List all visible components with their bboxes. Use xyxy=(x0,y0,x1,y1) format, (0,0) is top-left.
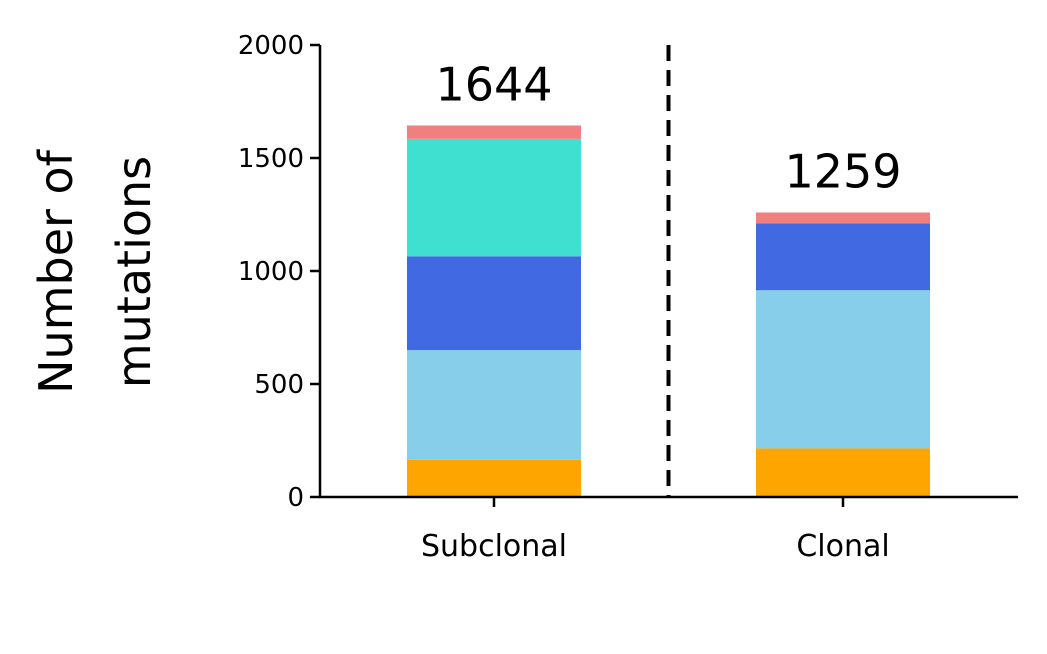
bar-segment-subclonal-2 xyxy=(407,256,581,351)
y-tick-label: 1000 xyxy=(238,257,304,287)
y-axis-title-line-2: mutations xyxy=(107,156,161,388)
y-tick-label: 2000 xyxy=(238,31,304,61)
bar-segment-clonal-4 xyxy=(756,212,930,224)
bar-segment-subclonal-3 xyxy=(407,138,581,257)
bar-segment-clonal-2 xyxy=(756,223,930,291)
y-axis-title-line-1: Number of xyxy=(29,148,83,394)
bar-segment-subclonal-4 xyxy=(407,125,581,139)
x-axis-ticks: Subclonal Clonal xyxy=(421,497,890,564)
bar-segment-subclonal-0 xyxy=(407,459,581,497)
x-tick-label-subclonal: Subclonal xyxy=(421,529,567,564)
bar-segment-clonal-1 xyxy=(756,290,930,449)
y-axis-ticks: 0 500 1000 1500 2000 xyxy=(238,31,320,513)
y-tick-label: 500 xyxy=(254,370,304,400)
y-tick-label: 1500 xyxy=(238,144,304,174)
total-label-clonal: 1259 xyxy=(784,144,901,198)
bar-segment-subclonal-1 xyxy=(407,350,581,460)
bars-layer xyxy=(407,125,930,497)
total-labels: 1644 1259 xyxy=(435,57,901,198)
x-tick-label-clonal: Clonal xyxy=(796,529,889,564)
y-tick-label: 0 xyxy=(287,483,304,513)
bar-segment-clonal-0 xyxy=(756,448,930,497)
total-label-subclonal: 1644 xyxy=(435,57,552,111)
